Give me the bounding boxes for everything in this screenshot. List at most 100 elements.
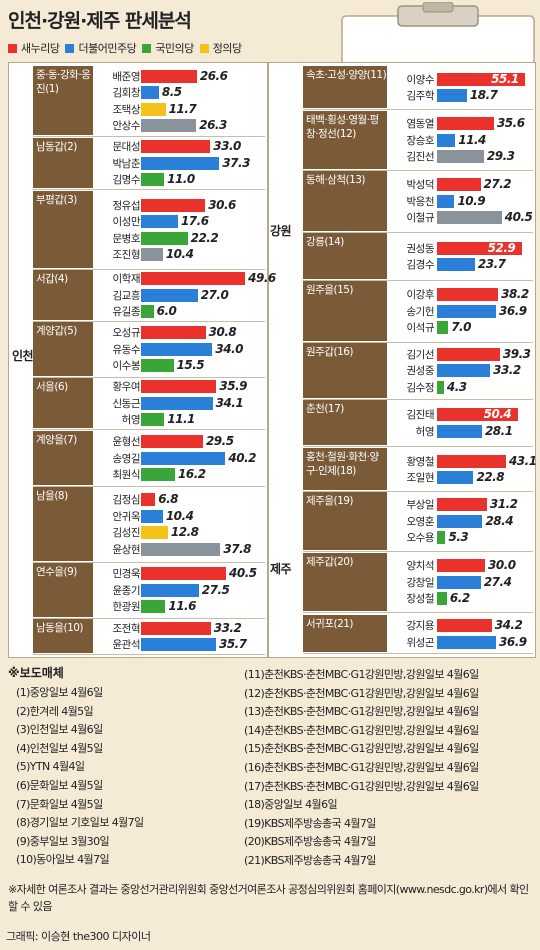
candidate-name: 김주학 [406,90,435,102]
media-item: (13)춘천KBS·춘천MBC·G1강원민방,강원일보 4월6일 [244,705,479,719]
candidate-name: 강창일 [406,576,435,589]
bar [437,288,499,302]
data-label: 31.2 [489,497,518,512]
district-label: 남동갑(2) [33,138,93,188]
region-label-jeju: 제주 [270,562,292,576]
data-label: 16.2 [178,467,206,482]
candidate-name: 이철규 [406,212,435,225]
bar [437,89,467,102]
bar [437,364,491,378]
candidate-name: 장성철 [406,593,435,606]
candidate-name: 황영철 [406,455,435,468]
bar [141,198,206,212]
media-title: ※보도매체 [8,666,64,680]
bar [437,133,456,147]
district-label: 춘천(17) [303,400,387,445]
media-item: (7)문화일보 4월5일 [16,797,103,811]
row-divider [33,136,265,137]
bar [141,600,166,614]
data-label: 34.2 [494,618,523,632]
region-label-incheon: 인천 [12,349,34,363]
candidate-name: 조일현 [406,472,435,484]
bar [141,86,159,99]
row-divider [33,189,265,190]
row-divider [33,486,265,487]
data-label: 35.6 [496,116,525,131]
candidate-name: 권성중 [406,365,435,378]
district-label: 원주을(15) [303,281,387,341]
data-label: 27.5 [201,582,230,597]
candidate-name: 유동수 [112,343,141,356]
row-divider [303,446,533,447]
data-label: 38.2 [501,287,529,302]
legend-label: 새누리당 [21,42,60,55]
data-label: 12.8 [170,525,199,539]
bar [141,288,198,302]
bar [141,380,217,394]
candidate-name: 김회창 [112,87,141,99]
media-item: (4)인천일보 4월5일 [16,741,103,755]
candidate-name: 안귀옥 [112,510,141,523]
data-label: 11.7 [168,101,197,116]
media-item: (16)춘천KBS·춘천MBC·G1강원민방,강원일보 4월6일 [244,760,479,774]
data-label: 11.0 [167,172,195,187]
district-label: 제주을(19) [303,492,387,550]
legend-swatch [65,43,75,53]
data-label: 37.3 [222,155,250,170]
data-label: 27.0 [200,287,229,302]
candidate-name: 박남춘 [112,157,141,170]
bar [437,258,475,271]
candidate-name: 윤형선 [112,436,141,449]
district-label: 계양갑(5) [33,322,93,376]
data-label: 35.7 [218,637,247,651]
candidate-name: 윤종기 [112,584,141,597]
district-label: 홍천·철원·화천·양구·인제(18) [303,448,387,490]
bar [437,194,455,208]
legend-item-gukmin: 국민의당 [142,40,194,56]
row-divider [303,653,533,654]
legend-label: 정의당 [212,42,242,55]
bar [437,150,484,164]
candidate-name: 이학재 [112,273,141,286]
bar [437,304,497,318]
bar [437,471,474,484]
candidate-name: 조전혁 [112,622,141,635]
district-label: 서갑(4) [33,270,93,320]
legend-swatch [199,43,209,53]
data-label: 55.1 [491,71,519,86]
legend-item-jeongui: 정의당 [199,40,242,56]
candidate-name: 윤상현 [112,543,141,556]
candidate-name: 김수정 [406,381,435,394]
candidate-name: 정유섭 [112,199,141,212]
bar [141,156,220,170]
row-divider [303,399,533,400]
data-label: 33.2 [213,620,242,635]
bar [141,102,166,116]
clipboard-icon [341,2,535,62]
footnote: ※자세한 여론조사 결과는 중앙선거관리위원회 중앙선거여론조사 공정심의위원회… [8,883,529,913]
bar [141,231,188,245]
candidate-name: 장승호 [406,134,435,147]
data-label: 10.4 [165,508,194,523]
candidate-name: 김성진 [112,527,141,539]
district-label: 강릉(14) [303,233,387,279]
data-label: 11.1 [167,412,195,427]
candidate-name: 유길종 [112,306,141,319]
data-label: 6.0 [156,304,177,319]
district-label: 남을(8) [33,487,93,561]
district-label: 부평갑(3) [33,191,93,268]
candidate-name: 오성규 [112,327,141,340]
bar [141,359,174,373]
data-label: 8.5 [161,85,182,99]
bar [437,592,447,606]
media-item: (2)한겨레 4월5일 [16,704,94,718]
media-item: (1)중앙일보 4월6일 [16,686,103,699]
bar [141,638,216,651]
candidate-name: 강지용 [406,620,435,632]
bar [437,575,481,589]
data-label: 15.5 [176,358,205,373]
bar [141,69,197,83]
bar [141,413,165,427]
media-item: (8)경기일보 기호일보 4월7일 [16,816,144,830]
candidate-name: 김명수 [112,174,141,187]
